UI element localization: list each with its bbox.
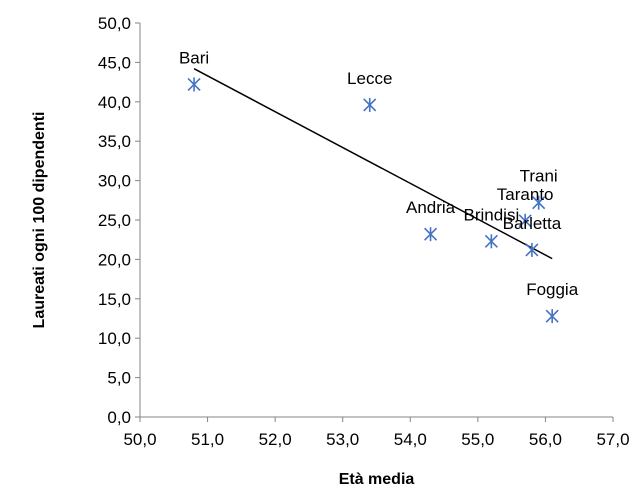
x-axis-tick-labels: 50,0 51,0 52,0 53,0 54,0 55,0 56,0 57,0 — [123, 430, 629, 449]
x-tick-label: 53,0 — [326, 430, 359, 449]
x-tick-label: 54,0 — [394, 430, 427, 449]
y-axis-title: Laureati ogni 100 dipendenti — [31, 112, 48, 329]
y-tick-label: 45,0 — [98, 53, 131, 72]
y-tick-label: 30,0 — [98, 172, 131, 191]
point-label: Taranto — [497, 185, 554, 204]
data-point — [363, 97, 377, 112]
point-label: Brindisi — [463, 205, 519, 224]
y-tick-label: 35,0 — [98, 132, 131, 151]
data-point — [518, 213, 532, 228]
y-tick-label: 20,0 — [98, 250, 131, 269]
point-label: Trani — [520, 167, 558, 186]
x-tick-label: 51,0 — [191, 430, 224, 449]
x-axis-title: Età media — [339, 471, 415, 488]
point-label: Bari — [179, 48, 209, 67]
point-label: Andria — [406, 198, 456, 217]
data-point — [545, 309, 559, 324]
y-axis-tick-labels: 0,0 5,0 10,0 15,0 20,0 25,0 30,0 35,0 40,0 45,0 50… — [98, 14, 131, 427]
x-tick-label: 52,0 — [259, 430, 292, 449]
data-point — [187, 77, 201, 92]
data-point — [484, 234, 498, 249]
axis-tick-marks — [135, 22, 614, 422]
x-tick-label: 57,0 — [596, 430, 629, 449]
point-label: Foggia — [526, 280, 579, 299]
trendline — [193, 68, 553, 260]
data-point — [532, 195, 546, 210]
y-tick-label: 15,0 — [98, 290, 131, 309]
x-tick-label: 56,0 — [529, 430, 562, 449]
y-tick-label: 40,0 — [98, 93, 131, 112]
y-tick-label: 25,0 — [98, 211, 131, 230]
point-label: Barletta — [503, 214, 562, 233]
data-point — [423, 227, 438, 242]
x-tick-label: 50,0 — [123, 430, 156, 449]
y-tick-label: 50,0 — [98, 14, 131, 33]
x-tick-label: 55,0 — [461, 430, 494, 449]
data-point — [525, 242, 539, 257]
data-points — [187, 77, 559, 324]
point-label: Lecce — [347, 69, 392, 88]
y-tick-label: 0,0 — [107, 408, 131, 427]
y-tick-label: 10,0 — [98, 329, 131, 348]
y-tick-label: 5,0 — [107, 369, 131, 388]
